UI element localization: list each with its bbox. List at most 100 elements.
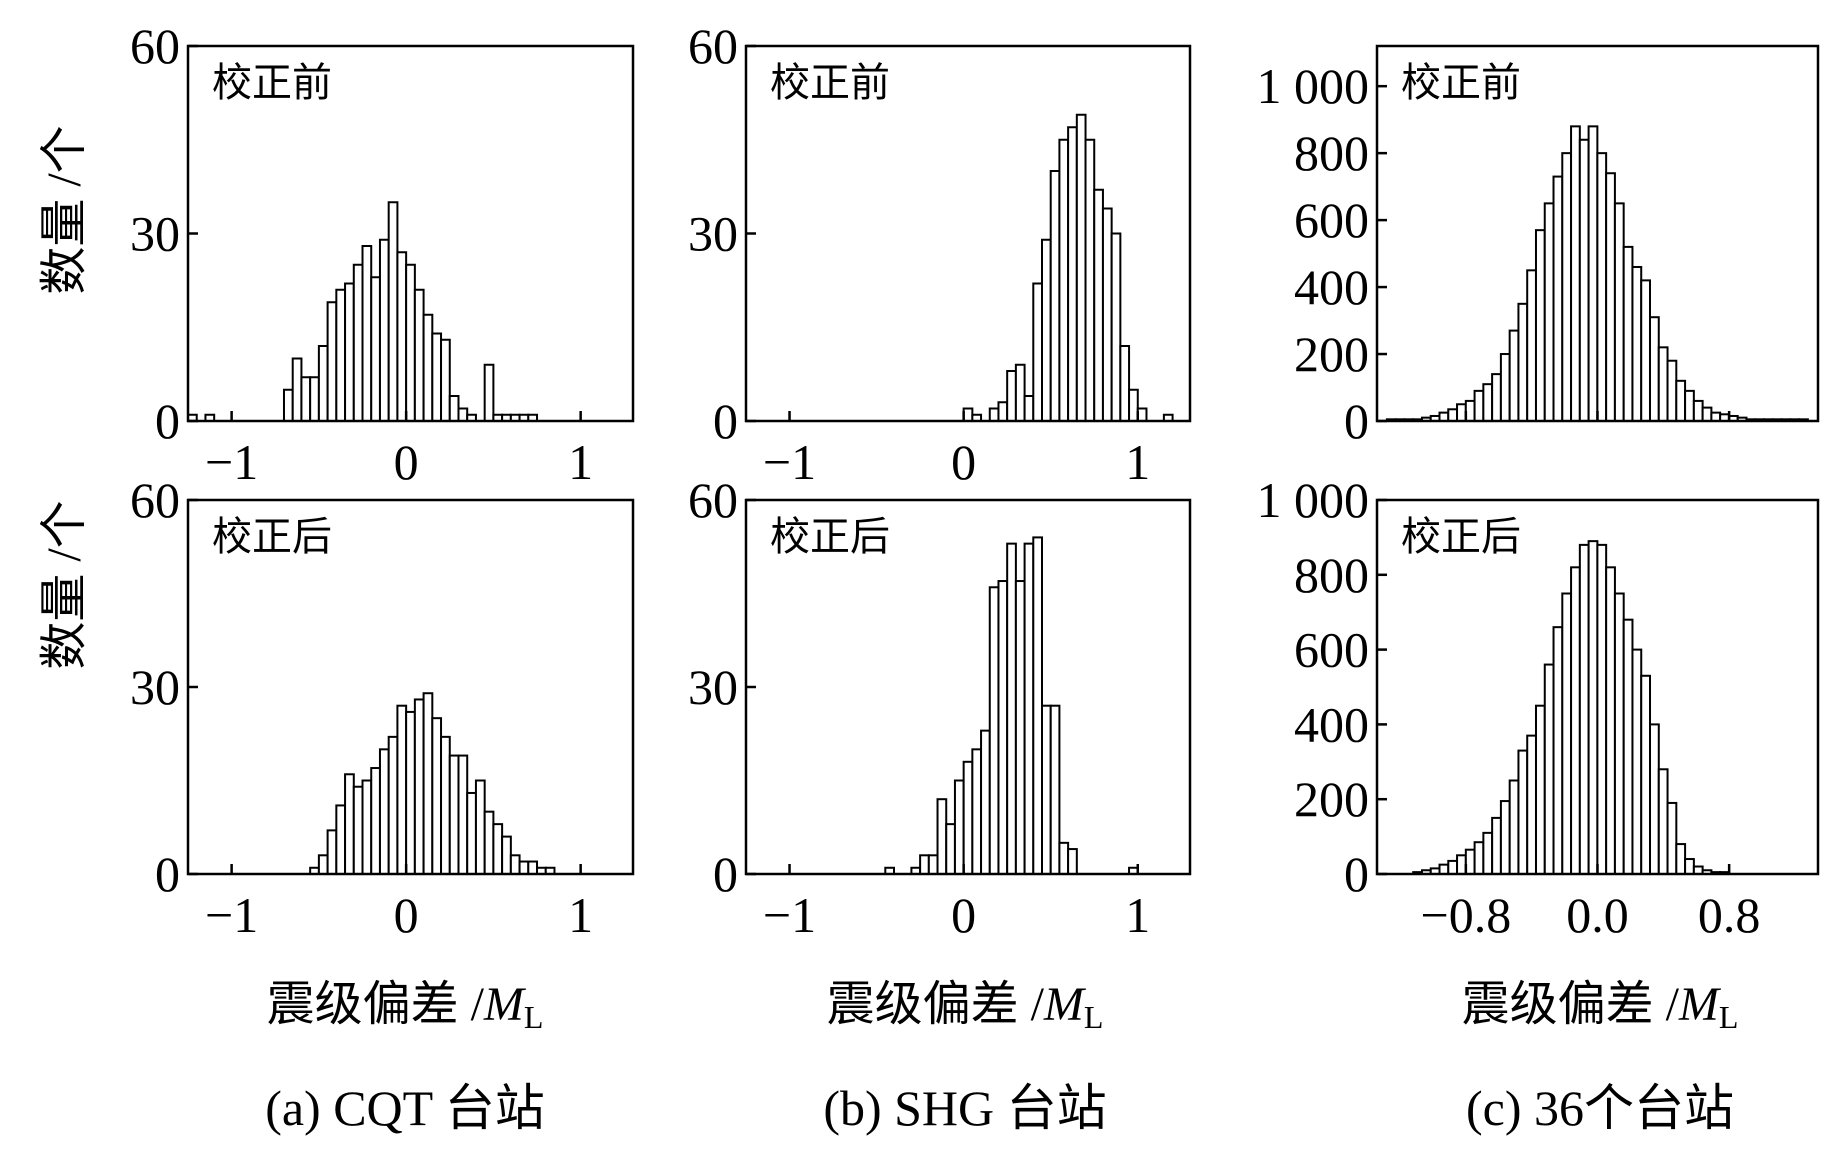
bar-cqt-before-13: [300, 376, 312, 422]
x-tick-label-cqt-after-2: 1: [568, 887, 593, 943]
y-tick-label-shg-before-2: 60: [688, 18, 738, 74]
x-tick-label-shg-after-1: 0: [951, 887, 976, 943]
y-tick-label-36-before-1: 200: [1294, 326, 1369, 382]
bar-36-before-21: [1570, 125, 1581, 422]
bar-cqt-before-30: [448, 395, 460, 422]
bar-shg-after-11: [980, 729, 991, 876]
bar-cqt-after-20: [483, 810, 495, 876]
x-tick-label-shg-before-0: −1: [763, 434, 816, 490]
bar-cqt-before-31: [457, 407, 469, 422]
bar-shg-before-11: [1049, 170, 1061, 422]
bar-cqt-before-23: [387, 201, 399, 422]
bar-cqt-after-2: [326, 829, 338, 875]
bar-cqt-before-29: [440, 338, 451, 422]
bar-36-after-26: [1640, 674, 1652, 876]
bar-36-after-21: [1596, 543, 1608, 875]
bar-shg-before-21: [1136, 407, 1148, 422]
bar-cqt-after-4: [344, 773, 355, 875]
bar-cqt-before-20: [361, 245, 373, 422]
bar-36-before-36: [1701, 406, 1713, 423]
bar-shg-before-5: [997, 401, 1009, 422]
bar-36-after-4: [1447, 859, 1459, 875]
bar-shg-before-12: [1058, 138, 1070, 422]
bar-36-before-23: [1587, 125, 1599, 422]
bar-cqt-after-25: [527, 860, 539, 875]
bar-shg-before-19: [1119, 345, 1131, 422]
caption-a: (a) CQT 台站: [265, 1080, 545, 1136]
y-tick-label-36-before-3: 600: [1294, 192, 1369, 248]
bar-36-after-6: [1464, 848, 1476, 876]
bar-36-after-31: [1684, 858, 1695, 875]
bar-cqt-before-16: [326, 301, 338, 422]
bar-36-after-30: [1675, 843, 1687, 876]
bar-cqt-before-11: [282, 388, 294, 422]
bar-shg-after-12: [988, 586, 1000, 875]
bar-shg-after-15: [1014, 580, 1026, 875]
panel-label-cqt-after: 校正后: [212, 514, 332, 559]
bar-36-before-17: [1534, 229, 1546, 422]
bar-cqt-before-17: [335, 288, 347, 422]
bar-cqt-before-15: [317, 345, 329, 422]
bar-36-before-12: [1491, 373, 1502, 422]
bar-36-before-31: [1657, 346, 1669, 423]
bar-36-before-6: [1438, 411, 1450, 422]
bar-36-before-15: [1517, 302, 1529, 422]
bar-36-before-13: [1499, 353, 1511, 422]
bar-36-after-19: [1578, 543, 1590, 875]
bar-36-before-34: [1684, 389, 1695, 422]
bar-shg-after-5: [927, 854, 939, 875]
y-tick-label-shg-after-2: 60: [688, 472, 738, 528]
bar-cqt-before-25: [405, 263, 416, 422]
bar-shg-after-16: [1023, 542, 1035, 876]
bar-cqt-before-22: [378, 238, 390, 422]
bar-36-before-25: [1605, 172, 1616, 422]
bar-36-after-3: [1438, 863, 1450, 876]
y-tick-label-36-before-4: 800: [1294, 125, 1369, 181]
y-tick-label-shg-after-0: 0: [713, 846, 738, 902]
bar-cqt-before-34: [483, 363, 495, 422]
x-tick-label-cqt-before-0: −1: [205, 434, 258, 490]
bar-36-after-13: [1526, 734, 1537, 875]
bar-36-after-17: [1561, 592, 1573, 875]
bar-shg-before-6: [1006, 370, 1017, 422]
bar-36-after-15: [1543, 663, 1555, 875]
bar-cqt-after-12: [413, 698, 425, 876]
bar-36-after-12: [1517, 749, 1529, 876]
panel-label-cqt-before: 校正前: [212, 60, 332, 105]
x-tick-label-36-after-0: −0.8: [1421, 887, 1512, 943]
y-tick-label-36-before-5: 1 000: [1257, 58, 1370, 114]
bar-cqt-after-8: [378, 748, 390, 875]
bar-36-before-26: [1613, 202, 1625, 422]
bar-36-after-7: [1473, 841, 1485, 876]
caption-b: (b) SHG 台站: [823, 1080, 1106, 1136]
y-tick-label-36-before-2: 400: [1294, 259, 1369, 315]
bar-36-after-10: [1499, 800, 1511, 876]
x-tick-label-36-after-1: 0.0: [1566, 887, 1629, 943]
caption-c: (c) 36个台站: [1466, 1080, 1734, 1136]
bar-cqt-after-3: [335, 804, 347, 876]
bar-shg-before-4: [988, 407, 1000, 422]
bar-shg-before-10: [1041, 238, 1052, 422]
bar-shg-after-17: [1032, 536, 1043, 876]
bar-shg-before-14: [1075, 113, 1087, 422]
panel-36-before: 0 200 400 600 800 1 000 校正前: [1257, 44, 1820, 449]
y-tick-label-36-after-5: 1 000: [1257, 472, 1370, 528]
bar-cqt-after-6: [361, 779, 373, 875]
bar-shg-after-14: [1006, 542, 1017, 876]
y-tick-label-36-after-3: 600: [1294, 622, 1369, 678]
bar-shg-after-7: [945, 823, 956, 876]
panel-label-shg-before: 校正前: [770, 60, 890, 105]
panel-cqt-after: 0 30 60 −1 0 1 校正后: [130, 472, 635, 943]
bar-shg-after-4: [919, 854, 930, 875]
y-tick-label-cqt-before-1: 30: [130, 206, 180, 262]
bar-cqt-after-5: [352, 785, 364, 876]
bar-36-after-20: [1587, 540, 1599, 875]
bar-shg-after-9: [962, 760, 974, 875]
x-axis-title-a: 震级偏差 /ML: [267, 978, 544, 1035]
bar-36-before-30: [1648, 316, 1660, 422]
x-tick-label-shg-after-0: −1: [763, 887, 816, 943]
bar-cqt-after-16: [448, 754, 460, 875]
bar-shg-after-13: [997, 580, 1009, 875]
y-tick-label-cqt-before-0: 0: [155, 393, 180, 449]
